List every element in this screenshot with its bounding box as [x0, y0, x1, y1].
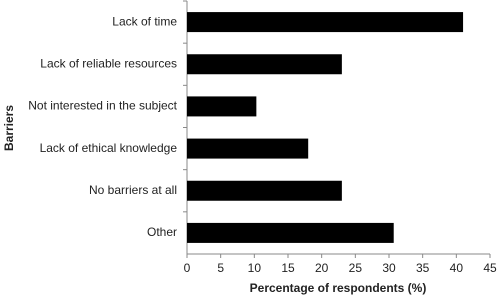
x-tick-label: 0: [184, 261, 191, 275]
x-tick-label: 5: [217, 261, 224, 275]
y-tick-label: Lack of time: [112, 14, 177, 28]
x-tick-label: 35: [416, 261, 430, 275]
x-tick-label: 40: [450, 261, 464, 275]
bar: [187, 180, 342, 201]
x-axis-title: Percentage of respondents (%): [250, 281, 427, 295]
x-tick-label: 25: [349, 261, 363, 275]
x-tick-label: 20: [315, 261, 329, 275]
x-tick-label: 15: [281, 261, 295, 275]
y-tick-label: No barriers at all: [89, 183, 177, 197]
bar: [187, 54, 342, 75]
y-tick-label: Not interested in the subject: [28, 99, 177, 113]
x-tick-label: 10: [248, 261, 262, 275]
bar: [187, 12, 464, 33]
y-tick-label: Lack of reliable resources: [40, 56, 177, 70]
y-tick-label: Lack of ethical knowledge: [40, 141, 178, 155]
y-tick-label: Other: [147, 225, 177, 239]
bar: [187, 138, 309, 159]
bar: [187, 222, 394, 243]
y-axis-title: Barriers: [2, 105, 16, 151]
x-tick-label: 45: [483, 261, 497, 275]
x-tick-label: 30: [382, 261, 396, 275]
bar: [187, 96, 257, 117]
